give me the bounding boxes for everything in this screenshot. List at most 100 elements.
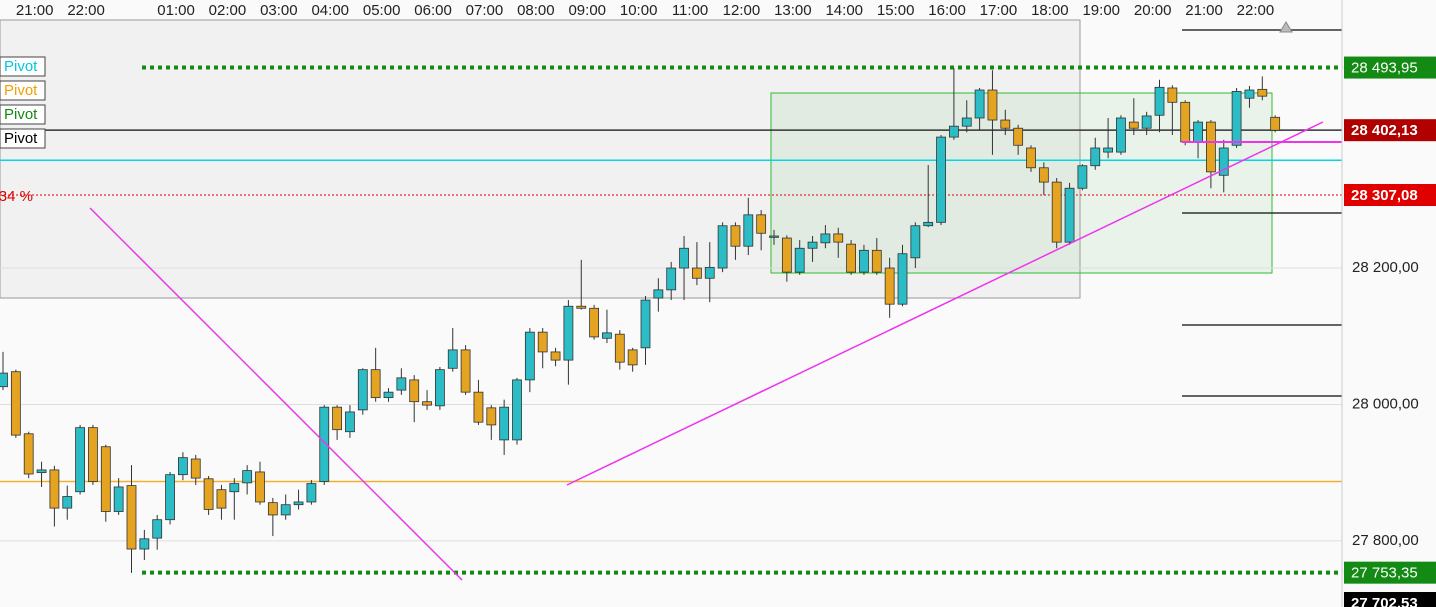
- candle-body: [563, 305, 574, 361]
- x-tick-label: 13:00: [774, 2, 812, 19]
- candle-body: [190, 458, 201, 479]
- y-tick-label: 27 800,00: [1352, 532, 1419, 549]
- candle-body: [229, 483, 240, 493]
- x-tick-label: 22:00: [1237, 2, 1275, 19]
- candle-body: [1193, 121, 1203, 143]
- pivot-label: Pivot: [4, 82, 38, 99]
- candle-body: [1206, 121, 1216, 173]
- zone-box: [0, 19, 1081, 299]
- candle-body: [267, 502, 278, 516]
- candle-body: [1013, 127, 1024, 146]
- x-tick-label: 11:00: [672, 2, 708, 19]
- x-tick-label: 07:00: [466, 2, 504, 19]
- candle-body: [177, 457, 188, 476]
- price-label: 27 702,53: [1351, 595, 1418, 607]
- candle-body: [512, 379, 522, 441]
- candle-body: [434, 369, 445, 407]
- x-tick-label: 22:00: [67, 2, 105, 19]
- x-tick-label: 21:00: [1185, 2, 1223, 19]
- candle-body: [36, 469, 47, 474]
- candle-body: [627, 349, 638, 366]
- candle-body: [524, 331, 535, 381]
- candle-body: [871, 249, 882, 273]
- candle-body: [1141, 115, 1152, 129]
- candle-body: [794, 247, 805, 273]
- pivot-box: [0, 128, 46, 149]
- candle-body: [23, 433, 34, 475]
- candle-body: [666, 267, 677, 291]
- x-tick-label: 03:00: [260, 2, 298, 19]
- candle-body: [0, 372, 8, 388]
- candle-body: [756, 214, 767, 234]
- candle-body: [152, 519, 163, 539]
- candle-body: [460, 349, 471, 393]
- candle-body: [75, 427, 85, 493]
- candle-body: [88, 427, 98, 482]
- candle-body: [1231, 90, 1242, 146]
- y-tick-label: 28 200,00: [1352, 259, 1419, 276]
- candle-body: [807, 241, 818, 249]
- candle-body: [550, 351, 561, 361]
- price-label-box: [1344, 119, 1436, 142]
- y-tick-label: 28 000,00: [1352, 395, 1419, 412]
- candle-body: [949, 125, 959, 138]
- candle-body: [1051, 181, 1062, 243]
- pivot-box: [0, 104, 46, 125]
- candle-body: [345, 411, 355, 433]
- x-tick-label: 02:00: [209, 2, 247, 19]
- candle-body: [974, 89, 985, 119]
- candle-body: [910, 225, 921, 259]
- marker-icon: [1279, 21, 1293, 33]
- candle-body: [576, 305, 587, 309]
- x-tick-label: 09:00: [568, 2, 606, 19]
- candle-body: [486, 407, 497, 426]
- candle-body: [717, 225, 728, 269]
- x-tick-label: 08:00: [517, 2, 555, 19]
- candle-body: [1180, 101, 1191, 143]
- candle-body: [897, 253, 908, 305]
- candle-body: [139, 538, 150, 550]
- candle-body: [1167, 87, 1178, 103]
- candle-body: [255, 471, 265, 503]
- candle-body: [537, 331, 548, 353]
- candle-body: [319, 406, 330, 482]
- candle-body: [409, 379, 420, 403]
- candle-body: [653, 289, 664, 299]
- candle-body: [62, 496, 73, 509]
- candle-body: [640, 299, 651, 349]
- candle-body: [10, 371, 21, 436]
- candle-body: [357, 369, 368, 411]
- candle-body: [692, 267, 702, 279]
- price-label-box: [1344, 184, 1436, 207]
- candle-body: [884, 267, 895, 305]
- candle-body: [936, 136, 946, 223]
- price-label: 28 493,95: [1351, 60, 1418, 77]
- candle-body: [730, 225, 741, 247]
- candle-body: [49, 469, 60, 509]
- candle-body: [781, 237, 792, 273]
- candle-body: [447, 349, 458, 369]
- candle-body: [846, 243, 856, 273]
- candle-body: [1270, 116, 1281, 131]
- candle-body: [1218, 147, 1229, 176]
- pivot-box: [0, 80, 46, 101]
- candle-body: [216, 489, 227, 509]
- candle-body: [383, 391, 394, 399]
- candle-body: [704, 266, 715, 279]
- x-tick-label: 04:00: [311, 2, 349, 19]
- candle-body: [126, 485, 137, 550]
- candle-body: [614, 333, 625, 363]
- candle-body: [1103, 147, 1113, 153]
- level-text: 34 %: [0, 188, 33, 205]
- x-tick-label: 14:00: [825, 2, 863, 19]
- candle-body: [679, 247, 689, 269]
- x-tick-label: 10:00: [620, 2, 658, 19]
- candle-body: [332, 406, 343, 431]
- candle-body: [396, 377, 407, 391]
- candle-body: [1244, 89, 1255, 99]
- pivot-box: [0, 56, 46, 77]
- x-tick-label: 06:00: [414, 2, 452, 19]
- candle-body: [100, 446, 111, 512]
- candle-body: [833, 233, 844, 243]
